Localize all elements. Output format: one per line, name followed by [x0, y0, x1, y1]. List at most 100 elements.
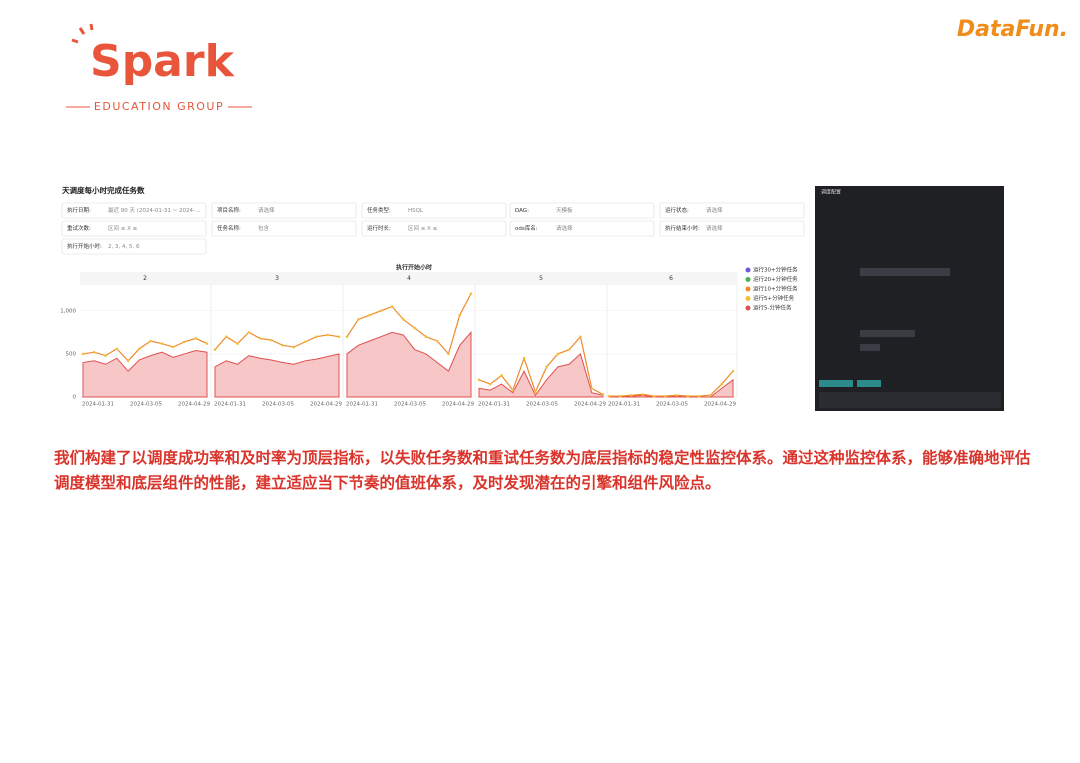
filter-value: 请选择: [706, 206, 723, 214]
point: [160, 342, 164, 345]
point: [413, 326, 416, 330]
side-fields: [819, 268, 1001, 408]
point: [522, 356, 526, 360]
point: [171, 345, 175, 349]
filter-box: [659, 220, 805, 237]
point: [270, 338, 273, 342]
facet-header: [212, 272, 342, 285]
point: [534, 390, 537, 394]
point: [424, 335, 428, 338]
filter-value: 天模板: [556, 206, 573, 214]
filter-label: ods库名:: [515, 224, 538, 232]
point: [511, 388, 515, 392]
x-tick-label: 2024-04-29: [310, 402, 342, 408]
point: [435, 339, 439, 343]
filter-box: [211, 202, 357, 219]
legend-marker: [745, 296, 751, 301]
legend-marker: [745, 277, 751, 282]
filter-value: 请选择: [258, 206, 275, 214]
facet-header: [606, 272, 736, 285]
point: [379, 309, 383, 313]
filter-box: [509, 202, 655, 219]
y-tick-label: 500: [66, 351, 77, 357]
x-tick-label: 2024-03-05: [130, 402, 162, 408]
legend-label: 运行5-分钟任务: [753, 304, 792, 312]
facet-header: [80, 272, 210, 285]
x-tick-label: 2024-04-29: [704, 402, 736, 408]
point: [641, 393, 645, 396]
filter-value: 区间 ≤ X ≤: [108, 224, 138, 232]
chart-title: 执行开始小时: [396, 264, 432, 272]
facet-header: [476, 272, 606, 285]
side-title: 调度配置: [821, 189, 841, 196]
filter-label: 任务名称:: [217, 224, 241, 232]
legend-label: 运行30+分钟任务: [753, 266, 798, 274]
point: [115, 347, 119, 351]
facet-label: 6: [669, 275, 673, 282]
legend-marker: [745, 305, 751, 311]
filter-box: [211, 220, 357, 237]
point: [545, 365, 548, 369]
y-tick-label: 0: [73, 395, 77, 401]
point: [390, 305, 394, 308]
point: [194, 337, 198, 340]
point: [630, 393, 633, 397]
filter-box: [361, 220, 507, 237]
area: [609, 378, 734, 398]
x-tick-label: 2024-04-29: [178, 402, 210, 408]
filter-value: 请选择: [706, 224, 723, 232]
point: [402, 318, 405, 321]
point: [292, 345, 296, 349]
point: [315, 335, 318, 338]
filter-box: [509, 220, 655, 237]
point: [652, 394, 656, 398]
legend-label: 运行20+分钟任务: [753, 275, 798, 283]
point: [345, 335, 349, 338]
point: [81, 352, 85, 356]
filter-value: 请选择: [556, 224, 573, 232]
point: [469, 292, 473, 295]
point: [567, 348, 571, 351]
filter-label: 执行开始小时:: [67, 242, 102, 250]
area: [478, 353, 604, 398]
legend-label: 运行10+分钟任务: [753, 285, 798, 293]
facet-header: [344, 272, 474, 285]
point: [104, 354, 107, 357]
x-tick-label: 2024-01-31: [478, 402, 510, 408]
facet-label: 3: [275, 275, 279, 282]
paragraph: 我们构建了以调度成功率和及时率为顶层指标，以失败任务数和重试任务数为底层指标的稳…: [54, 449, 1031, 492]
point: [731, 369, 735, 373]
line: [346, 293, 472, 356]
point: [303, 340, 307, 344]
point: [92, 350, 96, 354]
point: [205, 342, 209, 345]
point: [664, 394, 667, 398]
point: [356, 318, 360, 321]
filter-value: 包含: [258, 224, 270, 232]
filter-label: 项目名称:: [217, 206, 241, 214]
facet-label: 5: [539, 275, 543, 282]
point: [477, 378, 481, 382]
point: [236, 342, 239, 345]
facet-label: 4: [407, 275, 411, 282]
area: [82, 349, 208, 398]
point: [488, 382, 492, 386]
point: [126, 359, 130, 363]
point: [618, 394, 622, 398]
x-tick-label: 2024-03-05: [526, 402, 558, 408]
filter-box: [61, 238, 207, 255]
side-panel: [815, 186, 1004, 411]
x-tick-label: 2024-01-31: [82, 402, 114, 408]
point: [183, 340, 186, 344]
filter-box: [361, 202, 507, 219]
point: [720, 382, 724, 386]
x-tick-label: 2024-03-05: [262, 402, 294, 408]
point: [607, 394, 611, 398]
line: [214, 331, 340, 351]
filter-value: HSQL: [408, 208, 424, 214]
logo-rays: [71, 23, 94, 44]
point: [326, 333, 330, 337]
point: [368, 313, 371, 317]
filter-label: 执行结束小时:: [665, 224, 700, 232]
